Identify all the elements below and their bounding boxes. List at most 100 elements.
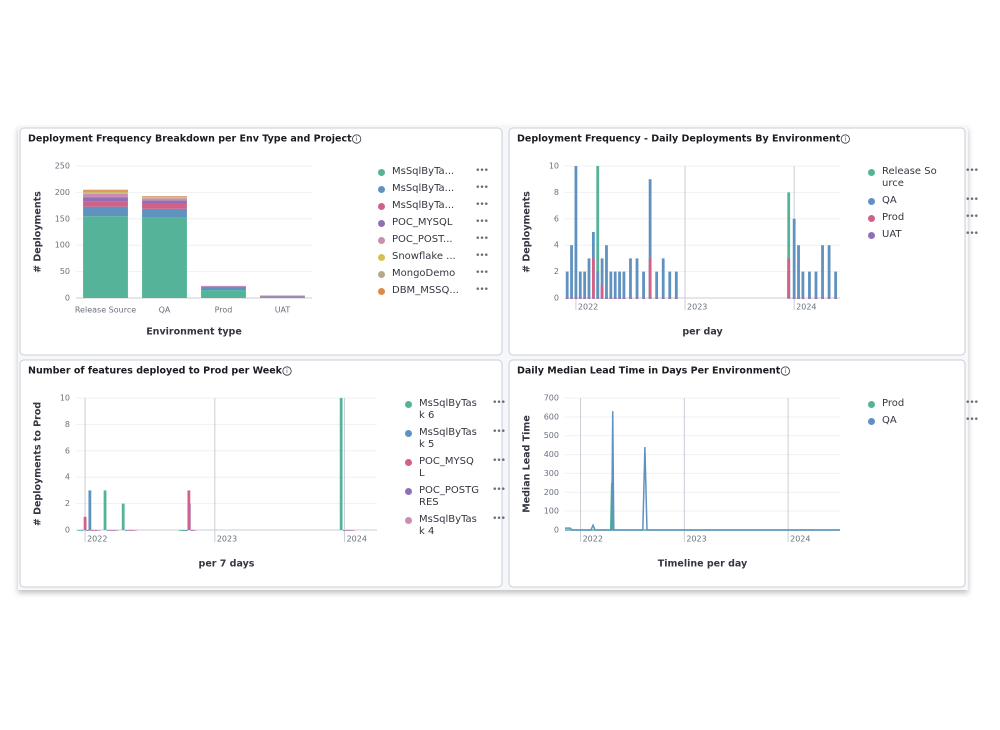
legend-menu[interactable]: ••• bbox=[492, 398, 506, 408]
x-tick-label: 2024 bbox=[790, 535, 810, 544]
legend-menu[interactable]: ••• bbox=[475, 183, 489, 193]
bar-segment bbox=[201, 290, 246, 298]
bar-segment bbox=[142, 217, 187, 298]
bar-segment bbox=[83, 193, 128, 198]
legend-menu[interactable]: ••• bbox=[965, 212, 979, 222]
legend-item: MsSqlByTa... ••• bbox=[378, 183, 489, 195]
bar bbox=[661, 298, 665, 299]
legend-menu[interactable]: ••• bbox=[475, 217, 489, 227]
legend-menu[interactable]: ••• bbox=[475, 200, 489, 210]
legend-item: POC_MYSQL ••• bbox=[378, 217, 489, 229]
bar bbox=[618, 298, 621, 299]
legend-swatch bbox=[868, 401, 875, 408]
x-axis-title: per day bbox=[682, 327, 723, 338]
bar bbox=[613, 298, 617, 299]
legend-menu[interactable]: ••• bbox=[492, 514, 506, 524]
legend-label: MsSqlByTask 5 bbox=[419, 427, 477, 450]
bar bbox=[827, 298, 831, 299]
bar bbox=[605, 298, 608, 299]
bar bbox=[103, 490, 107, 530]
legend-menu[interactable]: ••• bbox=[492, 456, 506, 466]
bar-segment bbox=[260, 295, 305, 297]
legend: MsSqlByTask 6 ••• MsSqlByTask 5 ••• POC_MYSQ… bbox=[405, 398, 506, 543]
x-tick-label: 2023 bbox=[687, 303, 707, 312]
legend-item: MsSqlByTa... ••• bbox=[378, 166, 489, 178]
bar-segment bbox=[83, 216, 128, 298]
bar bbox=[827, 245, 831, 298]
bar bbox=[133, 530, 137, 531]
legend-menu[interactable]: ••• bbox=[475, 234, 489, 244]
y-tick-label: 0 bbox=[65, 294, 70, 303]
legend-menu[interactable]: ••• bbox=[492, 427, 506, 437]
legend-item: Prod ••• bbox=[868, 398, 979, 410]
legend: MsSqlByTa... ••• MsSqlByTa... ••• MsSqlByTa.… bbox=[378, 166, 489, 302]
legend-item: POC_POSTGRES ••• bbox=[405, 485, 506, 509]
bar-segment bbox=[83, 192, 128, 194]
bar bbox=[190, 530, 194, 531]
bar-segment bbox=[83, 201, 128, 207]
bar bbox=[596, 271, 600, 298]
legend-item: MsSqlByTa... ••• bbox=[378, 200, 489, 212]
legend-menu[interactable]: ••• bbox=[965, 229, 979, 239]
bar bbox=[834, 298, 838, 299]
panel-title: Deployment Frequency - Daily Deployments… bbox=[517, 134, 841, 145]
legend-menu[interactable]: ••• bbox=[475, 251, 489, 261]
info-icon-glyph: i bbox=[844, 136, 846, 143]
legend-menu[interactable]: ••• bbox=[965, 195, 979, 205]
legend-menu[interactable]: ••• bbox=[475, 166, 489, 176]
bar bbox=[655, 271, 659, 298]
legend-item: POC_MYSQL ••• bbox=[405, 456, 506, 480]
y-tick-label: 100 bbox=[544, 507, 559, 516]
x-tick-label: UAT bbox=[275, 306, 291, 315]
info-icon bbox=[840, 134, 850, 144]
bar bbox=[648, 258, 652, 298]
y-tick-label: 50 bbox=[60, 267, 70, 276]
info-icon bbox=[282, 366, 292, 376]
y-tick-label: 10 bbox=[549, 162, 559, 171]
legend-swatch bbox=[378, 271, 385, 278]
legend-swatch bbox=[868, 198, 875, 205]
bar bbox=[801, 298, 805, 299]
legend-swatch bbox=[405, 401, 412, 408]
bar bbox=[787, 192, 791, 298]
legend-label: MsSqlByTask 4 bbox=[419, 514, 477, 537]
y-tick-label: 0 bbox=[554, 526, 559, 535]
bar bbox=[578, 298, 582, 299]
legend-menu[interactable]: ••• bbox=[492, 485, 506, 495]
legend-label: POC_POSTGRES bbox=[419, 485, 479, 508]
bar bbox=[821, 245, 824, 298]
legend-label: UAT bbox=[882, 229, 902, 240]
legend-item: QA ••• bbox=[868, 195, 979, 207]
bar bbox=[797, 298, 800, 299]
y-tick-label: 600 bbox=[544, 412, 559, 421]
y-tick-label: 6 bbox=[65, 446, 70, 455]
legend-label: QA bbox=[882, 195, 897, 206]
bar bbox=[787, 258, 791, 298]
legend-menu[interactable]: ••• bbox=[965, 415, 979, 425]
bar bbox=[565, 271, 569, 298]
bar bbox=[89, 530, 93, 531]
legend-item: UAT ••• bbox=[868, 229, 979, 241]
bar bbox=[583, 271, 587, 298]
bar bbox=[342, 530, 346, 531]
legend-swatch bbox=[868, 215, 875, 222]
bar bbox=[80, 530, 84, 531]
bar bbox=[83, 516, 87, 530]
legend-item: POC_POST... ••• bbox=[378, 234, 489, 246]
info-icon-glyph: i bbox=[286, 368, 288, 375]
legend-swatch bbox=[405, 459, 412, 466]
legend-item: MsSqlByTask 6 ••• bbox=[405, 398, 506, 422]
bar-segment bbox=[201, 285, 246, 287]
bar bbox=[91, 530, 95, 531]
bar bbox=[345, 530, 349, 531]
legend-item: MsSqlByTask 5 ••• bbox=[405, 427, 506, 451]
y-tick-label: 0 bbox=[554, 294, 559, 303]
legend-menu[interactable]: ••• bbox=[475, 285, 489, 295]
bar bbox=[801, 271, 805, 298]
legend-menu[interactable]: ••• bbox=[965, 398, 979, 408]
legend-menu[interactable]: ••• bbox=[475, 268, 489, 278]
bar bbox=[622, 298, 626, 299]
legend-label: MsSqlByTask 6 bbox=[419, 398, 477, 421]
legend-menu[interactable]: ••• bbox=[965, 166, 979, 176]
bar bbox=[821, 298, 824, 299]
